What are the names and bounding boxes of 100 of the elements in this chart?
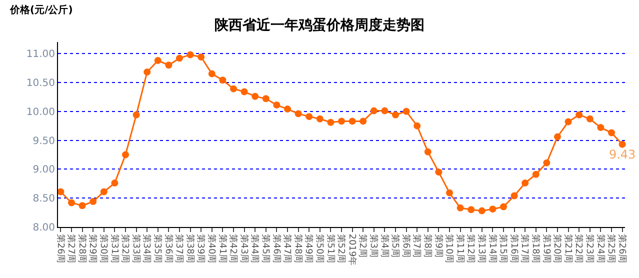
x-tick-label: 第22周 xyxy=(573,234,584,264)
point xyxy=(240,88,248,96)
x-tick-label: 第23周 xyxy=(584,234,595,264)
point xyxy=(402,108,410,115)
point xyxy=(252,92,259,100)
chart-title: 陕西省近一年鸡蛋价格周度走势图 xyxy=(214,16,424,34)
x-tick-label: 第37周 xyxy=(174,234,185,264)
point xyxy=(186,51,194,58)
x-tick-label: 第25周 xyxy=(606,234,617,264)
x-tick-label: 第32周 xyxy=(120,234,131,264)
x-tick-label: 第7周 xyxy=(411,234,422,258)
point xyxy=(510,192,518,200)
point xyxy=(381,107,388,114)
x-tick-label: 第2周 xyxy=(357,234,368,258)
x-tick-label: 第27周 xyxy=(66,234,77,264)
point xyxy=(100,188,108,196)
x-tick-label: 第45周 xyxy=(260,234,271,264)
point xyxy=(554,133,561,140)
x-tick-label: 第9周 xyxy=(432,234,444,258)
x-tick-label: 第42周 xyxy=(228,234,239,264)
point xyxy=(392,111,399,118)
x-tick-label: 第8周 xyxy=(422,234,433,258)
x-tick-label: 第19周 xyxy=(540,234,552,264)
point xyxy=(500,203,507,210)
point xyxy=(144,68,151,76)
x-tick-label: 第5周 xyxy=(390,234,401,258)
point xyxy=(522,180,529,187)
point xyxy=(132,111,140,118)
point xyxy=(154,57,162,64)
x-tick-label: 第50周 xyxy=(314,234,325,264)
x-tick-label: 第11周 xyxy=(454,234,466,264)
data-label: 9.43 xyxy=(608,148,636,162)
x-tick-label: 第51周 xyxy=(324,234,336,264)
y-tick-label: 10.00 xyxy=(26,106,55,118)
point xyxy=(122,151,129,158)
point xyxy=(230,85,237,92)
y-tick-label: 9.00 xyxy=(32,164,55,176)
x-tick-label: 第18周 xyxy=(530,234,541,264)
point xyxy=(468,206,475,214)
point xyxy=(424,148,432,156)
x-tick-label: 第31周 xyxy=(108,234,120,264)
point xyxy=(435,168,442,176)
point xyxy=(370,107,378,114)
x-tick-label: 第28周 xyxy=(76,234,88,264)
x-tick-label: 第48周 xyxy=(292,234,304,264)
x-tick-label: 第46周 xyxy=(270,234,282,264)
point xyxy=(338,118,345,125)
point xyxy=(597,124,604,132)
x-tick-label: 2019年 xyxy=(346,234,358,266)
x-tick-label: 第41周 xyxy=(216,234,228,264)
point xyxy=(456,204,464,212)
point xyxy=(208,70,216,78)
point xyxy=(489,206,496,213)
x-tick-label: 第40周 xyxy=(206,234,217,264)
x-tick-label: 第49周 xyxy=(303,234,314,264)
point xyxy=(57,188,64,196)
point xyxy=(414,122,421,130)
x-tick-label: 第24周 xyxy=(594,234,606,264)
x-tick-label: 第16周 xyxy=(508,234,520,264)
x-tick-label: 第4周 xyxy=(378,234,390,258)
y-tick-label: 9.50 xyxy=(32,136,55,147)
point xyxy=(532,170,540,178)
point xyxy=(348,118,356,125)
x-tick-label: 第3周 xyxy=(368,234,379,258)
y-tick-label: 10.50 xyxy=(26,78,55,89)
x-tick-label: 第44周 xyxy=(249,234,260,264)
point xyxy=(284,106,291,113)
x-tick-label: 第36周 xyxy=(162,234,174,264)
point xyxy=(176,54,183,62)
point xyxy=(360,118,367,125)
x-tick-label: 第26周 xyxy=(616,234,628,264)
point xyxy=(576,111,583,118)
x-tick-label: 第33周 xyxy=(130,234,142,264)
x-tick-label: 第38周 xyxy=(184,234,196,264)
x-tick-label: 第13周 xyxy=(476,234,487,264)
point xyxy=(90,198,97,206)
x-tick-label: 第14周 xyxy=(486,234,498,264)
y-axis-title: 价格(元/公斤) xyxy=(9,4,73,16)
point xyxy=(478,207,486,214)
x-tick-label: 第35周 xyxy=(152,234,163,264)
point xyxy=(78,202,86,210)
x-tick-label: 第43周 xyxy=(238,234,250,264)
x-tick-label: 第10周 xyxy=(444,234,455,264)
point xyxy=(294,110,302,118)
point xyxy=(198,54,205,61)
point xyxy=(316,115,324,122)
point xyxy=(327,118,334,126)
point xyxy=(306,113,313,120)
x-tick-label: 第47周 xyxy=(282,234,293,264)
x-tick-label: 第17周 xyxy=(519,234,530,264)
point xyxy=(68,199,75,206)
x-tick-label: 第12周 xyxy=(465,234,476,264)
point xyxy=(608,129,615,136)
x-tick-label: 第30周 xyxy=(98,234,109,264)
point xyxy=(618,140,626,148)
x-tick-label: 第26周 xyxy=(54,234,66,264)
point xyxy=(219,76,226,84)
y-tick-label: 8.00 xyxy=(32,222,55,234)
point xyxy=(564,118,572,126)
x-tick-label: 第6周 xyxy=(400,234,412,258)
